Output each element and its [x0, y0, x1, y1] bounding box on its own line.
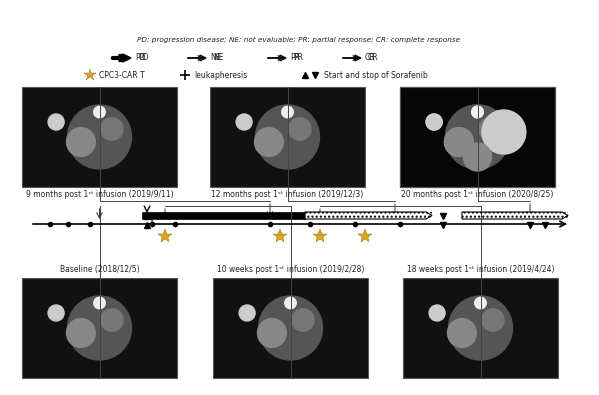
- Circle shape: [101, 309, 123, 331]
- Circle shape: [258, 319, 286, 347]
- Circle shape: [429, 305, 445, 321]
- Text: PD: PD: [138, 53, 149, 62]
- Circle shape: [259, 296, 322, 360]
- Text: 12 months post 1ˢᵗ infusion (2019/12/3): 12 months post 1ˢᵗ infusion (2019/12/3): [211, 190, 364, 199]
- Text: PR: PR: [293, 53, 303, 62]
- Circle shape: [101, 118, 123, 140]
- Circle shape: [482, 309, 504, 331]
- Circle shape: [48, 114, 64, 130]
- Circle shape: [239, 305, 255, 321]
- Circle shape: [93, 106, 105, 118]
- Text: leukapheresis: leukapheresis: [194, 70, 247, 79]
- Circle shape: [479, 118, 501, 140]
- Circle shape: [289, 118, 311, 140]
- Circle shape: [449, 296, 513, 360]
- Circle shape: [93, 297, 105, 309]
- Circle shape: [426, 114, 442, 130]
- Circle shape: [68, 105, 132, 169]
- Circle shape: [282, 106, 294, 118]
- Circle shape: [68, 296, 132, 360]
- FancyArrow shape: [305, 212, 432, 219]
- Circle shape: [426, 114, 442, 130]
- Text: 10 weeks post 1ˢᵗ infusion (2019/2/28): 10 weeks post 1ˢᵗ infusion (2019/2/28): [217, 265, 364, 274]
- FancyBboxPatch shape: [22, 278, 177, 378]
- Text: PD: PD: [135, 53, 146, 62]
- Text: Start and stop of Sorafenib: Start and stop of Sorafenib: [324, 70, 428, 79]
- Text: 9 months post 1ˢᵗ infusion (2019/9/11): 9 months post 1ˢᵗ infusion (2019/9/11): [26, 190, 173, 199]
- Circle shape: [479, 118, 501, 140]
- Text: PR: PR: [290, 53, 300, 62]
- Circle shape: [285, 297, 297, 309]
- Bar: [305, 212, 432, 219]
- Circle shape: [48, 305, 64, 321]
- Circle shape: [464, 143, 492, 171]
- FancyBboxPatch shape: [400, 87, 555, 187]
- Text: PD: progression disease; NE: not evaluable; PR: partial response; CR: complete r: PD: progression disease; NE: not evaluab…: [137, 37, 461, 43]
- Circle shape: [482, 110, 526, 154]
- Text: Baseline (2018/12/5): Baseline (2018/12/5): [60, 265, 140, 274]
- Circle shape: [66, 319, 95, 347]
- Circle shape: [236, 114, 252, 130]
- FancyBboxPatch shape: [403, 278, 558, 378]
- Text: CR: CR: [368, 53, 379, 62]
- Text: CR: CR: [365, 53, 376, 62]
- Text: +: +: [148, 219, 156, 229]
- Circle shape: [444, 128, 473, 156]
- Circle shape: [66, 128, 95, 156]
- Text: CPC3-CAR T: CPC3-CAR T: [99, 70, 144, 79]
- Circle shape: [472, 106, 483, 118]
- FancyBboxPatch shape: [210, 87, 365, 187]
- FancyBboxPatch shape: [213, 278, 368, 378]
- Circle shape: [444, 128, 473, 156]
- Text: 18 weeks post 1ˢᵗ infusion (2019/4/24): 18 weeks post 1ˢᵗ infusion (2019/4/24): [407, 265, 554, 274]
- Circle shape: [447, 319, 476, 347]
- FancyBboxPatch shape: [22, 87, 177, 187]
- Bar: [462, 212, 568, 219]
- Text: NE: NE: [213, 53, 223, 62]
- Circle shape: [255, 128, 283, 156]
- Text: 20 months post 1ˢᵗ infusion (2020/8/25): 20 months post 1ˢᵗ infusion (2020/8/25): [401, 190, 553, 199]
- Circle shape: [475, 297, 486, 309]
- Bar: [142, 212, 305, 219]
- Circle shape: [256, 105, 319, 169]
- FancyArrow shape: [462, 212, 568, 219]
- Circle shape: [472, 106, 483, 118]
- Circle shape: [446, 105, 510, 169]
- FancyBboxPatch shape: [400, 87, 555, 187]
- Circle shape: [446, 105, 510, 169]
- FancyBboxPatch shape: [400, 87, 555, 187]
- Text: NE: NE: [210, 53, 220, 62]
- Circle shape: [292, 309, 314, 331]
